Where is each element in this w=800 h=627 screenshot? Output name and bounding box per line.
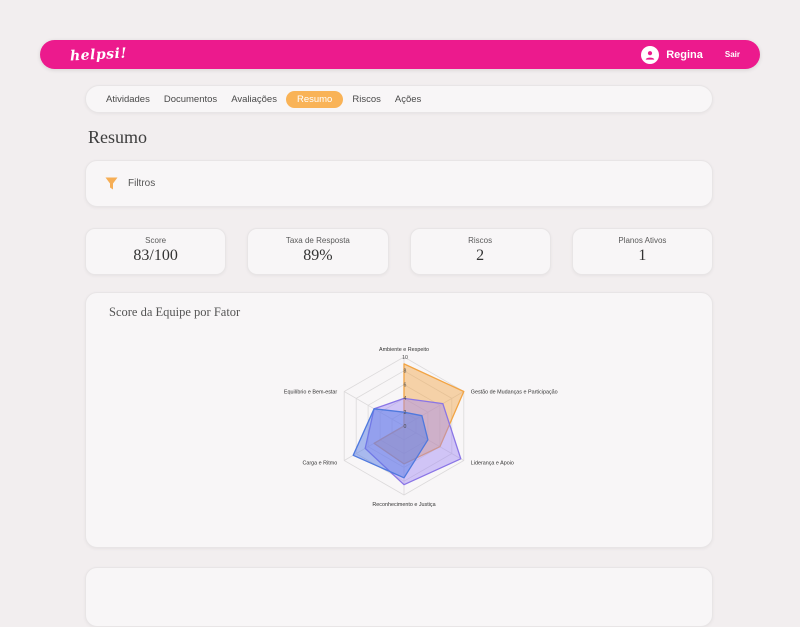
app-logo: helpsi! xyxy=(69,45,128,64)
svg-text:10: 10 xyxy=(402,355,408,361)
svg-text:8: 8 xyxy=(404,369,407,375)
stat-card-score: Score 83/100 xyxy=(85,228,227,275)
stat-value: 1 xyxy=(638,247,647,264)
bottom-card xyxy=(85,567,713,627)
svg-text:0: 0 xyxy=(404,424,407,430)
svg-text:Equilíbrio e Bem-estar: Equilíbrio e Bem-estar xyxy=(284,390,338,396)
svg-text:Reconhecimento e Justiça: Reconhecimento e Justiça xyxy=(372,502,435,508)
logout-button[interactable]: Sair xyxy=(724,50,740,59)
person-icon xyxy=(645,50,655,60)
stat-card-taxa-resposta: Taxa de Resposta 89% xyxy=(247,228,389,275)
svg-text:Carga e Ritmo: Carga e Ritmo xyxy=(302,461,337,467)
nav-item-atividades[interactable]: Atividades xyxy=(106,93,150,105)
svg-text:Liderança e Apoio: Liderança e Apoio xyxy=(471,461,514,467)
stat-card-planos-ativos: Planos Ativos 1 xyxy=(571,228,713,275)
user-name: Regina xyxy=(666,48,703,61)
user-area[interactable]: Regina Sair xyxy=(641,45,746,64)
page-title: Resumo xyxy=(88,127,148,147)
radar-series-serie-azul xyxy=(352,408,429,479)
header-bar: helpsi! Regina Sair xyxy=(40,40,760,69)
filters-panel[interactable]: Filtros xyxy=(85,160,713,207)
chart-card: Score da Equipe por Fator 0 2 4 6 8 10 Ambient… xyxy=(85,292,713,548)
nav-item-resumo[interactable]: Resumo xyxy=(285,90,344,108)
stat-label: Planos Ativos xyxy=(618,236,667,245)
stat-value: 2 xyxy=(476,247,485,264)
svg-text:Ambiente e Respeito: Ambiente e Respeito xyxy=(379,347,429,353)
nav-bar: Atividades Documentos Avaliações Resumo … xyxy=(85,85,713,113)
stat-label: Score xyxy=(145,236,167,245)
nav-item-riscos[interactable]: Riscos xyxy=(352,93,381,105)
funnel-icon xyxy=(105,177,118,190)
svg-text:Gestão de Mudanças e Participa: Gestão de Mudanças e Participação xyxy=(471,390,558,396)
stat-label: Riscos xyxy=(468,236,493,245)
stat-value: 83/100 xyxy=(133,247,178,264)
stat-value: 89% xyxy=(303,247,333,264)
user-avatar[interactable] xyxy=(641,45,660,64)
svg-text:2: 2 xyxy=(404,410,407,416)
nav-item-documentos[interactable]: Documentos xyxy=(163,93,218,105)
radar-chart: 0 2 4 6 8 10 Ambiente e Respeito Gestão de Muda… xyxy=(284,347,558,508)
nav-item-acoes[interactable]: Ações xyxy=(394,93,422,105)
stats-row: Score 83/100 Taxa de Resposta 89% Riscos… xyxy=(85,228,713,275)
stat-label: Taxa de Resposta xyxy=(285,236,350,245)
nav-item-avaliacoes[interactable]: Avaliações xyxy=(231,93,277,105)
chart-title: Score da Equipe por Fator xyxy=(109,305,241,319)
stat-card-riscos: Riscos 2 xyxy=(409,228,551,275)
svg-text:6: 6 xyxy=(404,382,407,388)
filters-label: Filtros xyxy=(128,178,156,189)
svg-text:4: 4 xyxy=(404,396,407,402)
